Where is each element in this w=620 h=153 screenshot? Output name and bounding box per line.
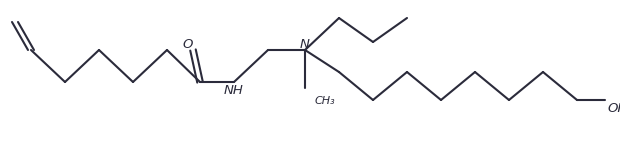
- Text: O: O: [183, 37, 193, 50]
- Text: OH: OH: [607, 103, 620, 116]
- Text: NH: NH: [224, 84, 244, 97]
- Text: N: N: [300, 37, 310, 50]
- Text: CH₃: CH₃: [315, 96, 335, 106]
